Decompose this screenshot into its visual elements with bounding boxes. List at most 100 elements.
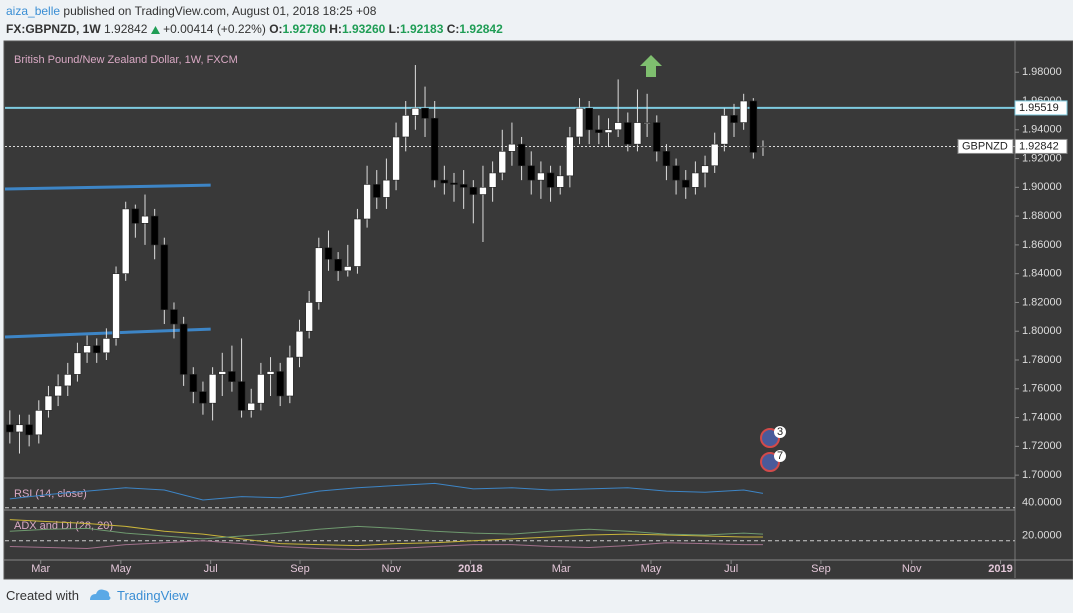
candle-body (392, 136, 400, 181)
candle-body (411, 107, 420, 116)
trend-line (4, 183, 211, 191)
symbol-tag (957, 138, 1014, 154)
candle-body (315, 247, 323, 303)
x-tick-label: Jul (204, 563, 218, 575)
candle-body (430, 117, 439, 181)
candle-body (672, 165, 680, 181)
h-line-label: 1.95519 (1019, 102, 1059, 114)
x-tick-label: 2018 (458, 563, 482, 575)
candle-body (102, 338, 111, 354)
candle-body (469, 187, 478, 195)
candle-body (218, 371, 227, 375)
indicator-line (9, 540, 763, 550)
candle-body (112, 273, 120, 339)
candle-body (450, 182, 458, 185)
candle-body (508, 143, 516, 152)
candle-body (295, 330, 304, 358)
arrow-icon (640, 55, 662, 77)
x-tick-label: Nov (902, 563, 922, 575)
candle-body (701, 165, 709, 174)
published: published on TradingView.com, August 01,… (63, 4, 377, 18)
candle-body (498, 151, 507, 174)
candle-body (266, 371, 275, 375)
candle-body (6, 424, 14, 433)
candle-body (305, 302, 313, 332)
y-tick-label: 1.72000 (1022, 440, 1062, 452)
candle-body (479, 187, 487, 195)
last-price-tag (1014, 138, 1068, 154)
y-tick-label: 1.92000 (1022, 152, 1062, 164)
candle-body (585, 107, 593, 131)
candle-body (488, 172, 497, 188)
candle-body (372, 184, 381, 198)
candle-body (334, 258, 342, 272)
y-tick-label: 40.0000 (1022, 497, 1062, 509)
candle-body (343, 266, 352, 272)
y-tick-label: 1.98000 (1022, 66, 1062, 78)
candle-body (121, 208, 130, 274)
candle-body (25, 424, 33, 436)
candle-body (681, 179, 690, 188)
y-tick-label: 1.94000 (1022, 124, 1062, 136)
ohlc-h: H:1.93260 (329, 22, 385, 36)
candle-body (208, 374, 217, 404)
candle-body (83, 345, 91, 354)
header-line: aiza_belle published on TradingView.com,… (6, 4, 376, 18)
x-tick-label: Sep (811, 563, 831, 575)
indicator-line (9, 482, 764, 501)
ohlc-label: O: (269, 22, 283, 36)
candle-body (662, 151, 671, 167)
x-tick-label: Sep (290, 563, 310, 575)
ohlc-o: O:1.92780 (269, 22, 326, 36)
candle-body (63, 374, 72, 387)
ohlc-l: L:1.92183 (389, 22, 444, 36)
candle-body (324, 247, 333, 260)
x-tick-label: May (110, 563, 131, 575)
ohlc-label: C: (446, 22, 460, 36)
candle-body (257, 374, 265, 404)
candle-body (199, 391, 207, 404)
candle-body (382, 179, 391, 198)
y-tick-label: 1.74000 (1022, 411, 1062, 423)
candle-body (421, 107, 429, 119)
candle-body (15, 424, 24, 433)
candle-body (643, 122, 651, 124)
candle-body (652, 122, 661, 152)
candle-body (228, 371, 236, 382)
candle-body (595, 129, 603, 133)
candle-body (749, 100, 758, 153)
y-tick-label: 1.82000 (1022, 296, 1062, 308)
candle-body (624, 122, 632, 145)
change: +0.00414 (+0.22%) (163, 22, 266, 36)
y-tick-label: 1.90000 (1022, 181, 1062, 193)
candle-body (150, 215, 159, 246)
candle-body (730, 115, 738, 123)
candle-body (54, 385, 62, 397)
candle-body (131, 208, 140, 224)
candle-body (739, 100, 748, 123)
candle-body (633, 122, 642, 145)
author[interactable]: aiza_belle (6, 4, 61, 18)
ohlc-label: L: (388, 22, 400, 36)
candle-body (546, 172, 555, 188)
candle-body (710, 143, 719, 167)
up-icon (150, 26, 160, 34)
last: 1.92842 (104, 22, 148, 36)
x-tick-label: Mar (552, 563, 571, 575)
candle-body (276, 371, 284, 397)
footer-brand[interactable]: TradingView (117, 588, 189, 603)
candle-body (556, 175, 565, 188)
y-tick-label: 1.80000 (1022, 325, 1062, 337)
candle-body (604, 129, 613, 133)
candle-body (189, 374, 198, 392)
chart: Mar May Jul Sep Nov 2018 Mar May Jul Sep Nov 2019 Br… (3, 40, 1073, 580)
candle-body (575, 107, 584, 138)
pane-title: British Pound/New Zealand Dollar, 1W, FX… (14, 54, 238, 66)
candle-body (247, 402, 256, 411)
symbol-label: GBPNZD (962, 140, 1008, 152)
candle-body (459, 184, 468, 188)
candle-body (286, 356, 294, 397)
candle-body (73, 352, 82, 375)
candle-body (401, 115, 410, 138)
candle-body (720, 115, 729, 145)
